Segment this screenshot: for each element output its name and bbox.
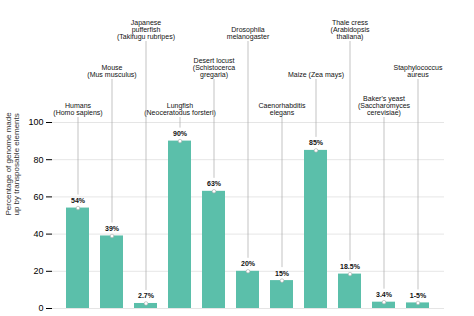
svg-text:Baker's yeast(Saccharomycescer: Baker's yeast(Saccharomycescerevisiae) bbox=[358, 95, 411, 117]
svg-text:63%: 63% bbox=[207, 180, 222, 187]
svg-text:Maize (Zea mays): Maize (Zea mays) bbox=[288, 71, 344, 79]
svg-text:0: 0 bbox=[38, 303, 43, 313]
svg-text:20%: 20% bbox=[241, 260, 256, 267]
svg-text:Drosophilamelanogaster: Drosophilamelanogaster bbox=[227, 26, 270, 41]
svg-text:90%: 90% bbox=[173, 130, 188, 137]
svg-text:54%: 54% bbox=[71, 197, 86, 204]
svg-text:60: 60 bbox=[33, 192, 43, 202]
svg-text:Desert locust(Schistocercagreg: Desert locust(Schistocercagregaria) bbox=[193, 57, 236, 79]
svg-text:Japanesepufferfish(Takifugu ru: Japanesepufferfish(Takifugu rubripes) bbox=[117, 19, 175, 41]
svg-text:Thale cress(Arabidopsisthalian: Thale cress(Arabidopsisthaliana) bbox=[331, 19, 370, 41]
svg-text:1-5%: 1-5% bbox=[410, 292, 427, 299]
svg-text:100: 100 bbox=[28, 117, 43, 127]
svg-text:Lungfish(Neoceratodus forsteri: Lungfish(Neoceratodus forsteri) bbox=[144, 102, 216, 117]
svg-text:Humans(Homo sapiens): Humans(Homo sapiens) bbox=[53, 102, 102, 117]
svg-text:85%: 85% bbox=[309, 139, 324, 146]
svg-text:Mouse(Mus musculus): Mouse(Mus musculus) bbox=[87, 64, 136, 79]
svg-text:2.7%: 2.7% bbox=[138, 292, 155, 299]
svg-text:15%: 15% bbox=[275, 270, 290, 277]
svg-text:18.5%: 18.5% bbox=[340, 263, 361, 270]
svg-text:39%: 39% bbox=[105, 225, 120, 232]
svg-text:Caenorhabditiselegans: Caenorhabditiselegans bbox=[258, 102, 306, 117]
svg-text:3.4%: 3.4% bbox=[376, 291, 393, 298]
svg-text:80: 80 bbox=[33, 155, 43, 165]
svg-text:Staphylococcusaureus: Staphylococcusaureus bbox=[393, 64, 443, 78]
svg-text:40: 40 bbox=[33, 229, 43, 239]
svg-text:Percentage of genome madeup by: Percentage of genome madeup by transposa… bbox=[4, 112, 21, 216]
svg-text:20: 20 bbox=[33, 266, 43, 276]
